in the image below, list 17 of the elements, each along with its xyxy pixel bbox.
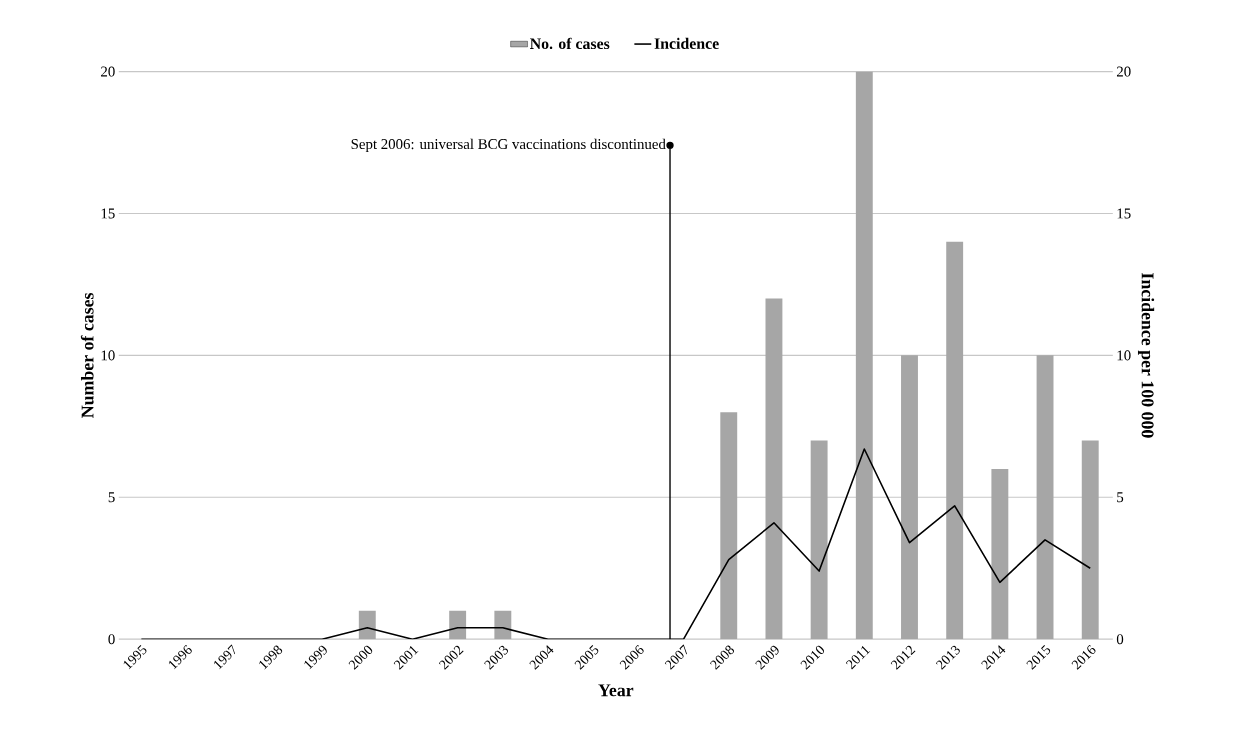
legend-label: No. of cases (530, 37, 610, 50)
y2-tick-label: 20 (1116, 66, 1131, 77)
x-tick-label: 2011 (845, 646, 871, 670)
y2-tick-label: 5 (1117, 492, 1124, 503)
x-axis-title: Year (598, 684, 634, 697)
y-tick-label: 15 (101, 208, 115, 219)
y2-axis-title: Incidence per 100 000 (1137, 273, 1155, 438)
y2-tick-label: 0 (1116, 634, 1124, 645)
y-tick-label: 0 (108, 634, 115, 645)
ref-line-label: Sept 2006: universal BCG vaccinations discontinued (351, 138, 666, 153)
y2-tick-label: 10 (1117, 350, 1131, 361)
y2-tick-label: 15 (1117, 208, 1131, 219)
legend-label: Incidence (654, 38, 719, 50)
y-tick-label: 5 (108, 492, 115, 503)
y-tick-label: 10 (101, 350, 115, 361)
y-axis-title: Number of cases (80, 293, 94, 419)
y-tick-label: 20 (101, 66, 115, 77)
